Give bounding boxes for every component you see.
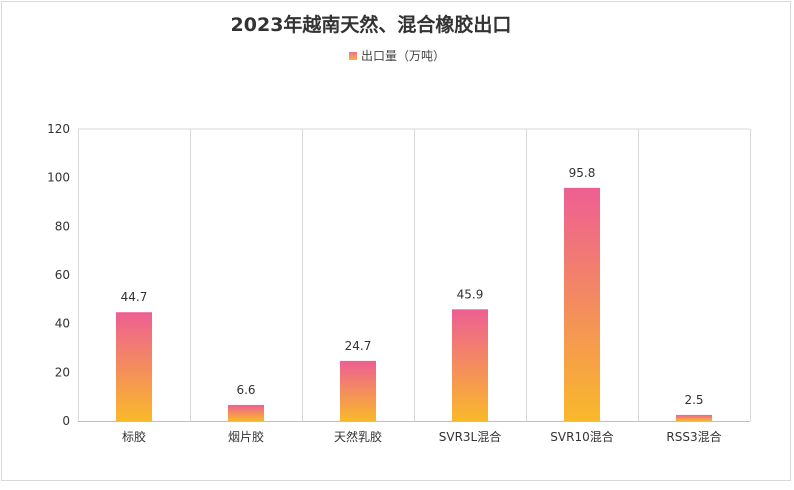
legend-swatch xyxy=(348,52,357,60)
legend-label: 出口量（万吨） xyxy=(360,49,445,63)
x-category-label: 标胶 xyxy=(122,429,146,444)
y-tick-label: 20 xyxy=(55,365,70,379)
bar xyxy=(340,360,376,421)
bar-value-label: 2.5 xyxy=(684,393,703,407)
bar-value-label: 45.9 xyxy=(457,287,484,301)
y-tick-label: 0 xyxy=(62,414,70,428)
bar-value-label: 24.7 xyxy=(345,339,372,353)
bar xyxy=(452,309,488,421)
x-category-label: 天然乳胶 xyxy=(334,429,382,444)
chart-title: 2023年越南天然、混合橡胶出口 xyxy=(230,14,512,36)
bar-value-label: 44.7 xyxy=(121,290,148,304)
bar xyxy=(228,404,264,421)
bar xyxy=(676,414,712,421)
bar-value-label: 95.8 xyxy=(569,166,596,180)
y-tick-label: 120 xyxy=(47,122,70,136)
chart-legend[interactable]: 出口量（万吨） xyxy=(0,47,794,64)
y-tick-label: 40 xyxy=(55,317,70,331)
bar xyxy=(564,187,600,421)
x-category-label: 烟片胶 xyxy=(228,429,264,444)
x-category-label: SVR3L混合 xyxy=(439,429,502,444)
y-tick-label: 60 xyxy=(55,268,70,282)
bar xyxy=(116,312,152,421)
bar-value-label: 6.6 xyxy=(236,383,255,397)
y-tick-label: 100 xyxy=(47,171,70,185)
x-category-label: RSS3混合 xyxy=(666,429,721,444)
y-tick-label: 80 xyxy=(55,219,70,233)
x-category-label: SVR10混合 xyxy=(550,429,613,444)
